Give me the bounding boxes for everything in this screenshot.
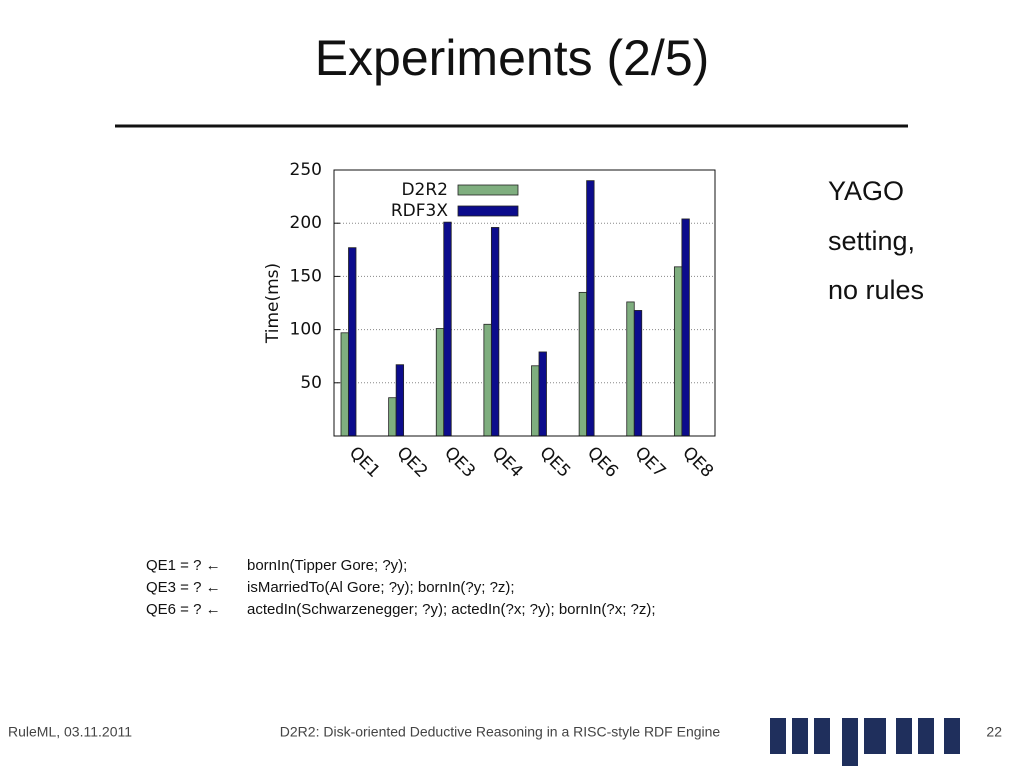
bar: [578, 291, 588, 437]
x-tick-label: QE5: [535, 443, 574, 482]
footer-center: D2R2: Disk-oriented Deductive Reasoning …: [280, 724, 721, 740]
bar: [538, 351, 547, 437]
bar: [483, 323, 492, 437]
y-tick-label: 100: [290, 320, 322, 340]
logo: [770, 718, 960, 766]
bar: [395, 364, 405, 437]
x-tick-label: QE3: [440, 443, 479, 482]
y-axis-label: Time(ms): [263, 263, 283, 344]
y-tick-label: 200: [290, 213, 322, 233]
bar: [531, 365, 540, 437]
bar: [633, 310, 643, 437]
query-head: QE6 = ? ←: [146, 601, 221, 618]
legend-label: RDF3X: [391, 201, 448, 221]
x-tick-label: QE4: [488, 443, 527, 482]
note-line: setting,: [828, 226, 915, 256]
bar: [681, 218, 690, 437]
y-tick-label: 150: [290, 266, 322, 286]
footer-left: RuleML, 03.11.2011: [8, 724, 132, 740]
bar: [626, 301, 635, 437]
query-body: isMarriedTo(Al Gore; ?y); bornIn(?y; ?z)…: [247, 579, 515, 596]
bar: [490, 227, 500, 437]
note-line: no rules: [828, 275, 924, 305]
queries: QE1 = ? ← bornIn(Tipper Gore; ?y); QE3 = ?…: [146, 557, 656, 618]
bar: [388, 397, 397, 437]
bar: [348, 247, 357, 437]
x-tick-label: QE1: [345, 443, 384, 482]
legend-label: D2R2: [401, 180, 448, 200]
slide-title: Experiments (2/5): [315, 30, 710, 86]
bar: [340, 332, 349, 437]
x-tick-label: QE7: [631, 443, 670, 482]
plot-frame: [333, 169, 716, 437]
legend-swatch: [457, 184, 519, 196]
query-head: QE1 = ? ←: [146, 557, 221, 574]
y-tick-label: 250: [290, 160, 322, 180]
note-line: YAGO: [828, 176, 904, 206]
page-number: 22: [986, 724, 1002, 740]
y-tick-label: 50: [300, 373, 322, 393]
legend-swatch: [457, 205, 519, 217]
query-body: actedIn(Schwarzenegger; ?y); actedIn(?x;…: [247, 601, 656, 618]
x-tick-label: QE2: [393, 443, 432, 482]
query-head: QE3 = ? ←: [146, 579, 221, 596]
x-tick-label: QE6: [583, 443, 622, 482]
chart: 50 100 150 200 250 Time(ms) QE1 QE2 QE3 QE4 QE5 QE6…: [263, 160, 717, 482]
bar: [673, 266, 683, 437]
x-tick-label: QE8: [678, 443, 717, 482]
bar: [586, 180, 595, 437]
bar: [443, 221, 452, 437]
query-body: bornIn(Tipper Gore; ?y);: [247, 557, 407, 574]
bar: [435, 328, 445, 437]
